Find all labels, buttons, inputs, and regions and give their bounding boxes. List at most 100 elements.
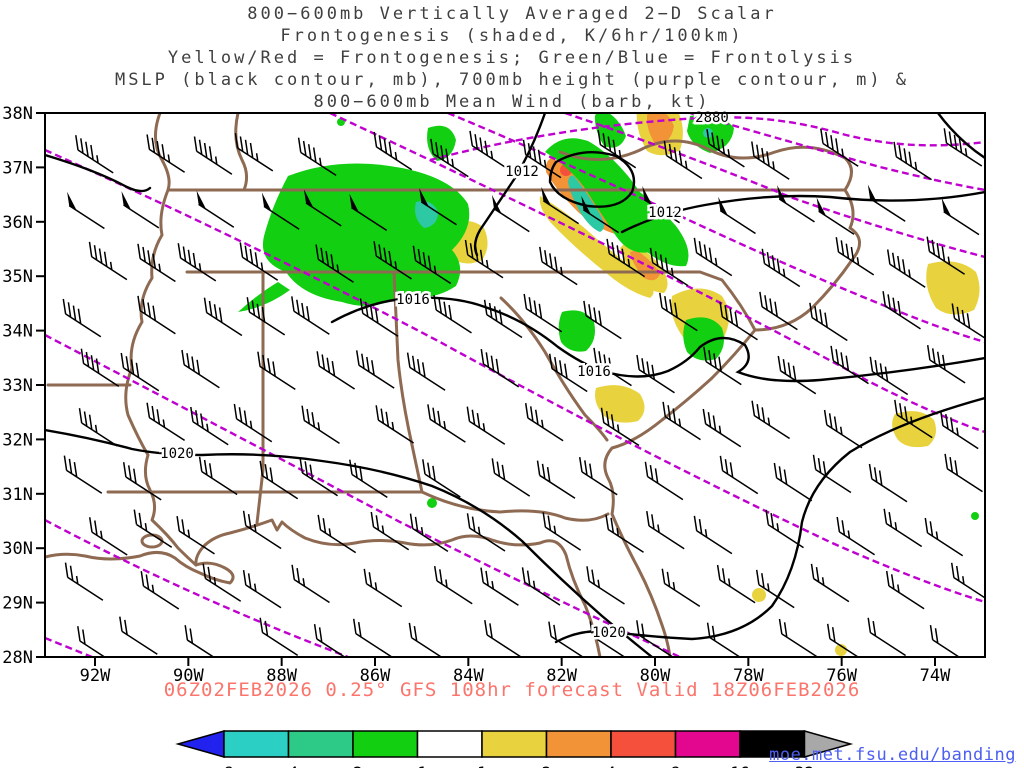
y-axis-latitude: 38N 37N 36N 35N 34N 33N 32N 31N 30N 29N 28N	[2, 104, 45, 668]
wind-barb	[589, 621, 626, 657]
wind-barb	[773, 462, 813, 502]
wind-barb	[882, 291, 921, 330]
wind-barb	[427, 404, 466, 443]
wind-barb	[373, 241, 412, 280]
wind-barb	[480, 348, 520, 388]
wind-barb	[719, 301, 758, 341]
wind-barb	[146, 134, 186, 173]
wind-barb	[412, 245, 452, 285]
colorbar-cell	[545, 730, 612, 758]
wind-barb	[703, 346, 742, 386]
x-tick-label: 92W	[80, 666, 111, 686]
wind-barb	[123, 204, 160, 229]
barb-pennant	[777, 185, 787, 204]
wind-barb	[203, 297, 243, 337]
wind-barb	[137, 295, 176, 335]
wind-barb	[190, 406, 229, 446]
wind-barb	[263, 205, 300, 230]
wind-barb	[716, 564, 756, 604]
wind-barb	[868, 463, 908, 503]
wind-barb	[120, 352, 160, 392]
x-tick-label: 86W	[360, 666, 391, 686]
wind-barb	[542, 200, 580, 225]
title-line-2: Frontogenesis (shaded, K/6hr/100km)	[280, 26, 744, 46]
contour-label: 1016	[396, 292, 430, 308]
wind-barb	[291, 296, 330, 335]
wind-barb	[661, 568, 701, 608]
contour-label: 1012	[505, 164, 539, 180]
wind-barb	[869, 356, 909, 396]
wind-barb	[751, 141, 790, 180]
x-tick-label: 90W	[173, 666, 204, 686]
wind-barb	[78, 408, 118, 447]
wind-barb	[600, 407, 640, 447]
barb-pennant	[261, 192, 272, 212]
wind-barb	[239, 242, 279, 281]
wind-barb	[663, 140, 703, 180]
wind-barb	[926, 344, 966, 384]
y-tick-label: 34N	[2, 322, 33, 342]
wind-barb	[177, 243, 217, 282]
wind-barb	[820, 128, 859, 167]
height-contours-700mb	[45, 113, 985, 657]
wind-barb	[636, 620, 675, 657]
x-tick-label: 76W	[826, 666, 857, 686]
site-link[interactable]: moe.met.fsu.edu/banding	[769, 745, 1016, 765]
wind-barb	[64, 562, 104, 601]
wind-barb	[826, 623, 860, 657]
barb-pennant	[816, 197, 827, 217]
wind-barb	[943, 211, 980, 236]
wind-barb	[649, 247, 689, 287]
y-tick-label: 38N	[2, 104, 33, 124]
wind-barb	[80, 348, 120, 388]
wind-barb	[146, 402, 186, 442]
wind-barb	[349, 459, 388, 499]
wind-barb	[755, 569, 795, 609]
y-tick-label: 31N	[2, 485, 33, 505]
wind-barb	[242, 510, 282, 550]
contour-label: 1020	[160, 446, 194, 462]
wind-barb	[313, 623, 346, 657]
x-tick-label: 82W	[546, 666, 577, 686]
wind-barb	[593, 347, 632, 387]
wind-barb	[706, 129, 745, 168]
wind-barb	[68, 204, 105, 230]
mslp-contours	[45, 113, 985, 657]
barb-pennant	[642, 185, 652, 205]
x-tick-label: 78W	[733, 666, 764, 686]
wind-barb	[523, 293, 563, 333]
y-tick-label: 37N	[2, 158, 33, 178]
wind-barb	[521, 567, 561, 606]
wind-barb	[375, 405, 415, 444]
wind-barb	[469, 130, 508, 170]
y-tick-label: 35N	[2, 267, 33, 287]
wind-barb	[259, 460, 299, 500]
y-tick-label: 33N	[2, 376, 33, 396]
colorbar-left-arrow	[175, 730, 225, 758]
barb-pennant	[541, 186, 551, 206]
wind-barb	[597, 129, 637, 169]
y-tick-label: 29N	[2, 594, 33, 614]
colorbar-tick-label: −4	[279, 763, 298, 768]
wind-barb	[809, 302, 848, 342]
wind-barb	[539, 246, 578, 286]
wind-barb	[359, 298, 399, 337]
title-line-5: 800−600mb Mean Wind (barb, kt)	[313, 92, 711, 112]
wind-barb	[88, 517, 128, 556]
colorbar-cell	[674, 730, 741, 758]
wind-barb	[408, 622, 443, 657]
wind-barb	[246, 297, 286, 336]
wind-barb	[315, 244, 354, 283]
wind-barb	[184, 625, 215, 657]
wind-barb	[133, 509, 173, 548]
wind-barb	[63, 455, 103, 494]
wind-barb	[548, 621, 585, 657]
wind-barb	[484, 619, 523, 657]
wind-barb	[823, 409, 863, 449]
wind-barb	[830, 345, 869, 385]
wind-barb	[929, 624, 961, 657]
wind-barb	[464, 239, 504, 279]
wind-barb	[659, 292, 698, 332]
wind-barb	[430, 138, 469, 178]
